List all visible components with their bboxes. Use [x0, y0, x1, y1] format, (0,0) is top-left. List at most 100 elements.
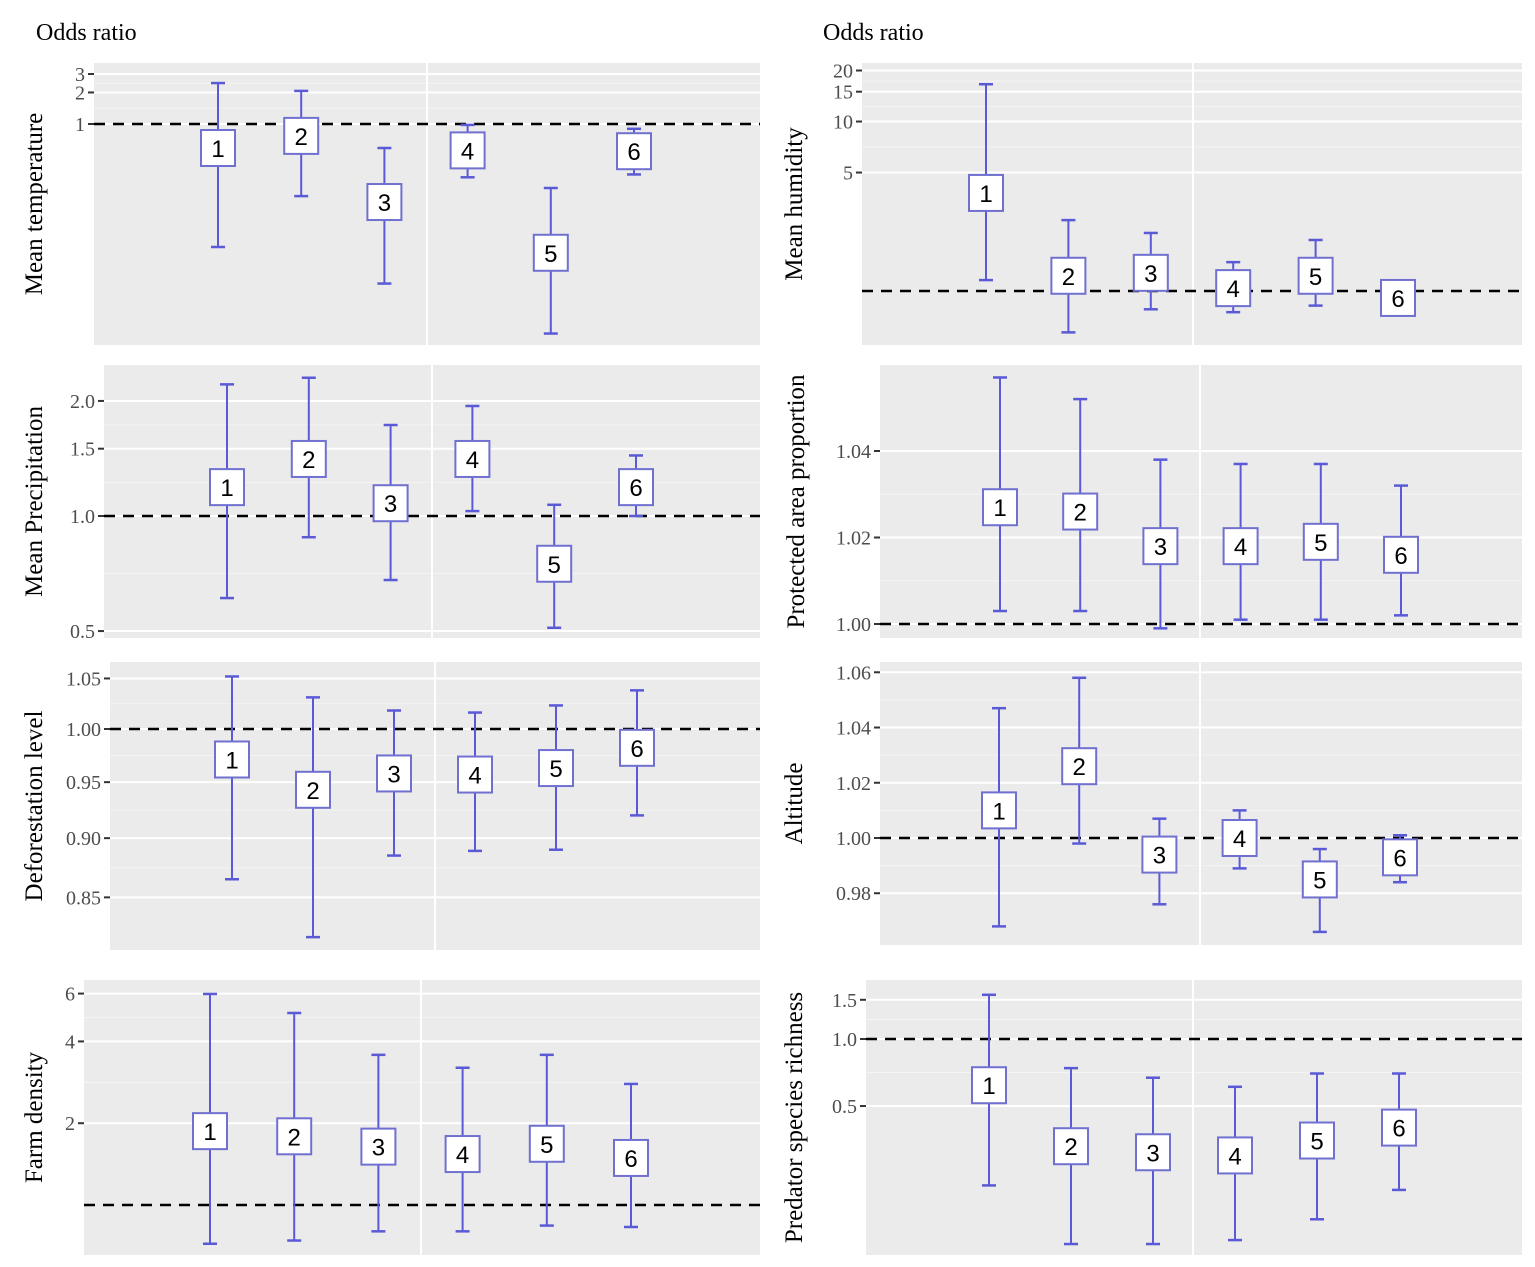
estimate-label: 1: [225, 747, 238, 774]
estimate-box: [1301, 860, 1338, 899]
estimate-label: 4: [1234, 534, 1247, 561]
estimate-box: [618, 468, 654, 507]
left-column-header: Odds ratio: [36, 20, 137, 46]
y-tick-label: 1: [75, 114, 85, 136]
estimate-box: [276, 1117, 313, 1156]
y-tick-label: 4: [65, 1031, 75, 1053]
estimate-label: 6: [1392, 1116, 1405, 1143]
estimate-label: 3: [1144, 261, 1157, 288]
y-axis-label: Deforestation level: [21, 711, 48, 902]
estimate-label: 2: [295, 124, 308, 151]
estimate-label: 4: [1227, 276, 1240, 303]
estimate-box: [372, 484, 409, 523]
estimate-label: 2: [288, 1124, 301, 1151]
panel-predator-species-richness: 1.5 1.0 0.5 Predator species richness 1 2 3 4 5 6: [781, 980, 1522, 1255]
panel-farm-density: 6 4 2 Farm density 1 2 3 4 5 6: [21, 980, 760, 1255]
estimate-box: [449, 131, 486, 170]
panel-altitude: 1.06 1.04 1.02 1.00 0.98 Altitude 1 2 3 4 5 6: [781, 662, 1522, 945]
estimate-box: [1222, 527, 1259, 566]
estimate-label: 1: [993, 495, 1006, 522]
y-tick-label: 2: [75, 82, 85, 104]
estimate-box: [192, 1112, 228, 1151]
estimate-label: 5: [548, 552, 561, 579]
estimate-box: [454, 439, 491, 478]
y-tick-label: 1.5: [832, 990, 857, 1012]
estimate-label: 1: [220, 475, 233, 502]
estimate-label: 4: [461, 138, 474, 165]
y-tick-label: 10: [833, 112, 853, 134]
y-tick-label: 0.85: [66, 887, 101, 909]
y-tick-label: 0.90: [66, 828, 101, 850]
estimate-label: 3: [372, 1135, 385, 1162]
y-tick-label: 0.5: [70, 621, 95, 643]
estimate-label: 4: [1233, 826, 1246, 853]
estimate-label: 1: [992, 798, 1005, 825]
estimate-label: 6: [629, 475, 642, 502]
y-tick-label: 1.02: [836, 773, 871, 795]
y-tick-label: 1.00: [66, 719, 101, 741]
right-column-header: Odds ratio: [823, 20, 924, 46]
estimate-box: [444, 1135, 481, 1174]
estimate-label: 1: [211, 136, 224, 163]
estimate-box: [1381, 1108, 1417, 1147]
y-axis-label: Protected area proportion: [783, 374, 810, 629]
estimate-box: [295, 770, 331, 809]
estimate-label: 6: [624, 1146, 637, 1173]
estimate-box: [200, 129, 236, 168]
estimate-box: [616, 132, 652, 171]
estimate-label: 6: [630, 736, 643, 763]
estimate-label: 6: [1394, 543, 1407, 570]
estimate-label: 2: [1062, 264, 1075, 291]
estimate-box: [1297, 256, 1334, 295]
y-tick-label: 3: [75, 64, 85, 86]
estimate-label: 3: [378, 190, 391, 217]
estimate-box: [376, 754, 412, 793]
estimate-box: [209, 468, 245, 507]
estimate-box: [532, 233, 569, 272]
y-tick-label: 0.95: [66, 772, 101, 794]
estimate-box: [1221, 819, 1258, 857]
estimate-label: 5: [540, 1132, 553, 1159]
estimate-box: [1061, 747, 1098, 786]
estimate-label: 5: [1309, 264, 1322, 291]
estimate-box: [981, 791, 1017, 830]
y-tick-label: 1.00: [836, 614, 871, 636]
y-axis-label: Predator species richness: [781, 992, 808, 1243]
estimate-label: 3: [1146, 1140, 1159, 1167]
y-axis-label: Altitude: [781, 763, 808, 845]
estimate-label: 1: [203, 1119, 216, 1146]
estimate-box: [360, 1127, 397, 1166]
y-tick-label: 15: [833, 82, 853, 104]
estimate-label: 3: [387, 761, 400, 788]
estimate-box: [1215, 269, 1252, 308]
y-tick-label: 1.0: [832, 1029, 857, 1051]
y-tick-label: 2.0: [70, 391, 95, 413]
y-tick-label: 1.06: [836, 662, 871, 684]
estimate-label: 2: [1064, 1134, 1077, 1161]
estimate-label: 5: [1313, 867, 1326, 894]
estimate-label: 2: [1074, 500, 1087, 527]
estimate-box: [214, 740, 250, 779]
y-tick-label: 6: [65, 984, 75, 1006]
estimate-label: 1: [982, 1073, 995, 1100]
y-tick-label: 1.00: [836, 828, 871, 850]
estimate-label: 3: [1154, 534, 1167, 561]
estimate-label: 5: [549, 756, 562, 783]
panel-mean-precipitation: 2.0 1.5 1.0 0.5 Mean Precipitation 1 2 3 4 5 6: [21, 365, 760, 643]
y-tick-label: 1.04: [836, 718, 871, 740]
panel-protected-area-proportion: 1.04 1.02 1.00 Protected area proportion 1 2 3…: [783, 365, 1522, 638]
estimate-label: 3: [384, 491, 397, 518]
estimate-box: [1299, 1121, 1335, 1160]
estimate-box: [1302, 522, 1339, 561]
y-axis-label: Mean humidity: [781, 127, 808, 281]
estimate-label: 6: [1393, 845, 1406, 872]
estimate-box: [366, 183, 403, 222]
estimate-label: 2: [1073, 754, 1086, 781]
estimate-box: [1050, 256, 1087, 295]
estimate-label: 4: [468, 763, 481, 790]
y-tick-label: 20: [833, 61, 853, 83]
estimate-box: [1142, 527, 1179, 566]
